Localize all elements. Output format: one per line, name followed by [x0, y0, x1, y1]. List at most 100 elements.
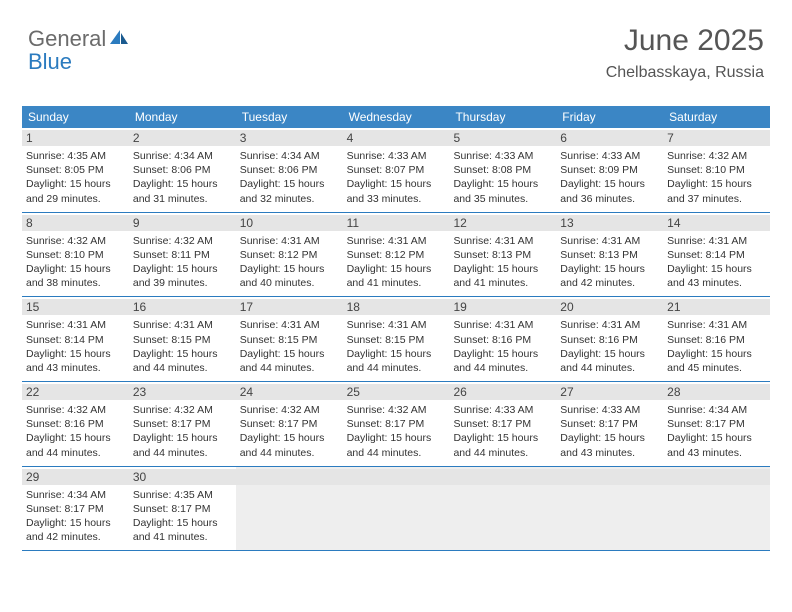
day-header-saturday: Saturday: [663, 106, 770, 128]
sunrise-line: Sunrise: 4:31 AM: [133, 318, 232, 332]
calendar-cell-empty: [556, 467, 663, 551]
calendar-cell: 29Sunrise: 4:34 AMSunset: 8:17 PMDayligh…: [22, 467, 129, 551]
calendar-cell: 18Sunrise: 4:31 AMSunset: 8:15 PMDayligh…: [343, 297, 450, 381]
daylight-line: Daylight: 15 hours and 33 minutes.: [347, 177, 446, 205]
brand-logo: General Blue: [28, 28, 130, 74]
daylight-line: Daylight: 15 hours and 29 minutes.: [26, 177, 125, 205]
sunset-line: Sunset: 8:13 PM: [560, 248, 659, 262]
daylight-line: Daylight: 15 hours and 44 minutes.: [347, 431, 446, 459]
calendar-cell: 5Sunrise: 4:33 AMSunset: 8:08 PMDaylight…: [449, 128, 556, 212]
sunrise-line: Sunrise: 4:32 AM: [26, 403, 125, 417]
sunset-line: Sunset: 8:14 PM: [667, 248, 766, 262]
cell-date-empty: [343, 469, 450, 485]
daylight-line: Daylight: 15 hours and 44 minutes.: [347, 347, 446, 375]
daylight-line: Daylight: 15 hours and 44 minutes.: [26, 431, 125, 459]
sunset-line: Sunset: 8:13 PM: [453, 248, 552, 262]
calendar-cell-empty: [236, 467, 343, 551]
daylight-line: Daylight: 15 hours and 42 minutes.: [26, 516, 125, 544]
sunrise-line: Sunrise: 4:32 AM: [240, 403, 339, 417]
calendar-cell-empty: [343, 467, 450, 551]
daylight-line: Daylight: 15 hours and 43 minutes.: [667, 262, 766, 290]
cell-date: 22: [22, 384, 129, 400]
day-header-thursday: Thursday: [449, 106, 556, 128]
calendar-week: 1Sunrise: 4:35 AMSunset: 8:05 PMDaylight…: [22, 128, 770, 213]
cell-date: 15: [22, 299, 129, 315]
cell-date: 23: [129, 384, 236, 400]
cell-date: 27: [556, 384, 663, 400]
sunset-line: Sunset: 8:17 PM: [26, 502, 125, 516]
calendar-cell: 11Sunrise: 4:31 AMSunset: 8:12 PMDayligh…: [343, 213, 450, 297]
calendar-week: 29Sunrise: 4:34 AMSunset: 8:17 PMDayligh…: [22, 467, 770, 552]
sunrise-line: Sunrise: 4:34 AM: [133, 149, 232, 163]
calendar-week: 22Sunrise: 4:32 AMSunset: 8:16 PMDayligh…: [22, 382, 770, 467]
calendar-cell: 15 Sunrise: 4:31 AMSunset: 8:14 PMDayligh…: [22, 297, 129, 381]
sunrise-line: Sunrise: 4:31 AM: [240, 318, 339, 332]
calendar-cell: 28Sunrise: 4:34 AMSunset: 8:17 PMDayligh…: [663, 382, 770, 466]
sunset-line: Sunset: 8:16 PM: [453, 333, 552, 347]
sunrise-line: Sunrise: 4:33 AM: [453, 403, 552, 417]
sunset-line: Sunset: 8:08 PM: [453, 163, 552, 177]
cell-date: 29: [22, 469, 129, 485]
sunset-line: Sunset: 8:17 PM: [133, 502, 232, 516]
cell-date: 28: [663, 384, 770, 400]
daylight-line: Daylight: 15 hours and 38 minutes.: [26, 262, 125, 290]
calendar-grid: SundayMondayTuesdayWednesdayThursdayFrid…: [22, 106, 770, 551]
sunset-line: Sunset: 8:15 PM: [347, 333, 446, 347]
cell-date: 6: [556, 130, 663, 146]
daylight-line: Daylight: 15 hours and 44 minutes.: [240, 431, 339, 459]
calendar-week: 15Sunrise: 4:31 AMSunset: 8:14 PMDayligh…: [22, 297, 770, 382]
sunrise-line: Sunrise: 4:31 AM: [453, 234, 552, 248]
header-right: June 2025 Chelbasskaya, Russia: [606, 24, 764, 82]
calendar-cell: 4Sunrise: 4:33 AMSunset: 8:07 PMDaylight…: [343, 128, 450, 212]
daylight-line: Daylight: 15 hours and 41 minutes.: [133, 516, 232, 544]
location-label: Chelbasskaya, Russia: [606, 64, 764, 82]
sunrise-line: Sunrise: 4:31 AM: [240, 234, 339, 248]
daylight-line: Daylight: 15 hours and 35 minutes.: [453, 177, 552, 205]
calendar-cell-empty: [449, 467, 556, 551]
sunrise-line: Sunrise: 4:35 AM: [26, 149, 125, 163]
calendar-cell: 14Sunrise: 4:31 AMSunset: 8:14 PMDayligh…: [663, 213, 770, 297]
daylight-line: Daylight: 15 hours and 37 minutes.: [667, 177, 766, 205]
sunset-line: Sunset: 8:16 PM: [560, 333, 659, 347]
sunrise-line: Sunrise: 4:31 AM: [560, 234, 659, 248]
sunset-line: Sunset: 8:12 PM: [347, 248, 446, 262]
daylight-line: Daylight: 15 hours and 39 minutes.: [133, 262, 232, 290]
logo-sail-icon: [108, 28, 130, 51]
sunrise-line: Sunrise: 4:31 AM: [347, 234, 446, 248]
day-header-tuesday: Tuesday: [236, 106, 343, 128]
cell-date-empty: [449, 469, 556, 485]
cell-date: 3: [236, 130, 343, 146]
sunset-line: Sunset: 8:14 PM: [26, 333, 125, 347]
daylight-line: Daylight: 15 hours and 44 minutes.: [240, 347, 339, 375]
cell-date: 11: [343, 215, 450, 231]
calendar-cell: 8Sunrise: 4:32 AMSunset: 8:10 PMDaylight…: [22, 213, 129, 297]
sunrise-line: Sunrise: 4:31 AM: [560, 318, 659, 332]
daylight-line: Daylight: 15 hours and 44 minutes.: [133, 347, 232, 375]
sunset-line: Sunset: 8:17 PM: [560, 417, 659, 431]
sunrise-line: Sunrise: 4:31 AM: [453, 318, 552, 332]
daylight-line: Daylight: 15 hours and 40 minutes.: [240, 262, 339, 290]
cell-date: 12: [449, 215, 556, 231]
sunset-line: Sunset: 8:12 PM: [240, 248, 339, 262]
cell-date-empty: [663, 469, 770, 485]
daylight-line: Daylight: 15 hours and 44 minutes.: [560, 347, 659, 375]
day-header-sunday: Sunday: [22, 106, 129, 128]
cell-date-empty: [556, 469, 663, 485]
sunrise-line: Sunrise: 4:31 AM: [667, 234, 766, 248]
sunrise-line: Sunrise: 4:31 AM: [26, 318, 125, 332]
calendar-cell: 27Sunrise: 4:33 AMSunset: 8:17 PMDayligh…: [556, 382, 663, 466]
calendar-cell: 13Sunrise: 4:31 AMSunset: 8:13 PMDayligh…: [556, 213, 663, 297]
sunset-line: Sunset: 8:06 PM: [240, 163, 339, 177]
daylight-line: Daylight: 15 hours and 43 minutes.: [560, 431, 659, 459]
calendar-cell: 12Sunrise: 4:31 AMSunset: 8:13 PMDayligh…: [449, 213, 556, 297]
cell-date: 4: [343, 130, 450, 146]
sunset-line: Sunset: 8:11 PM: [133, 248, 232, 262]
cell-date: 13: [556, 215, 663, 231]
calendar-cell: 25Sunrise: 4:32 AMSunset: 8:17 PMDayligh…: [343, 382, 450, 466]
sunrise-line: Sunrise: 4:35 AM: [133, 488, 232, 502]
cell-date: 19: [449, 299, 556, 315]
day-header-friday: Friday: [556, 106, 663, 128]
sunset-line: Sunset: 8:16 PM: [667, 333, 766, 347]
daylight-line: Daylight: 15 hours and 43 minutes.: [26, 347, 125, 375]
calendar-cell: 9Sunrise: 4:32 AMSunset: 8:11 PMDaylight…: [129, 213, 236, 297]
